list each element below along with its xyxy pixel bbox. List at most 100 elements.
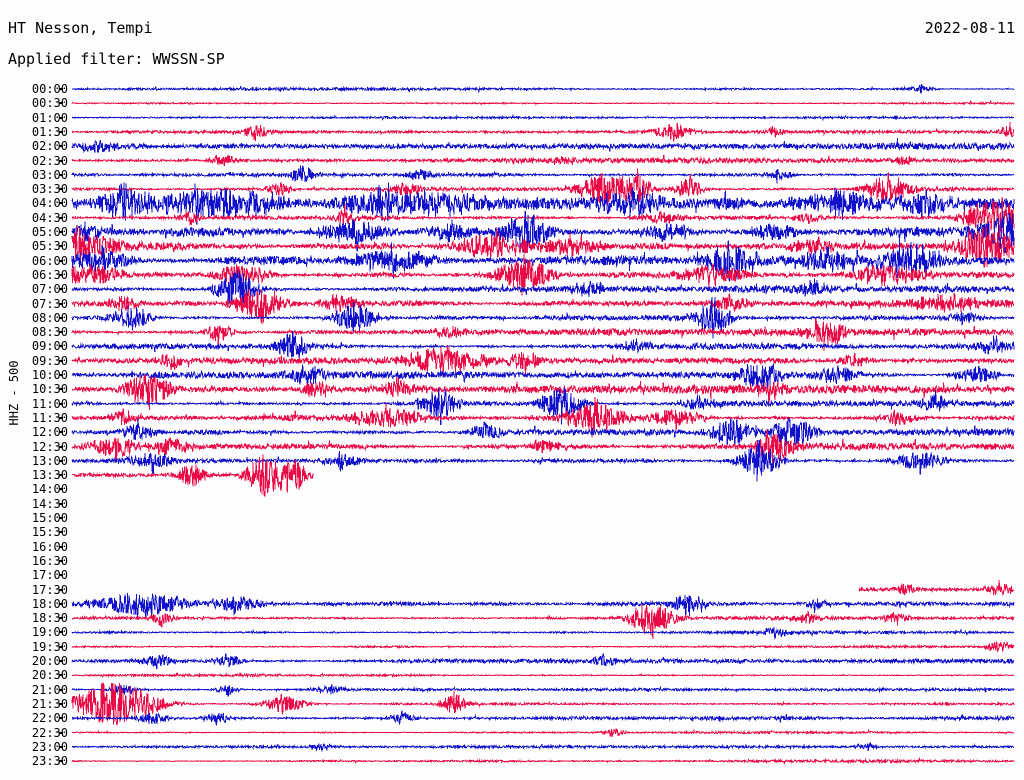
helicorder-plot: 00:00 00:30 01:00 01:30 02:00 02:30 03:00 03:30… <box>0 78 1024 778</box>
trace-08-30 <box>71 318 1015 352</box>
axis-tick <box>59 731 63 734</box>
time-label-14-00: 14:00 <box>31 482 68 497</box>
time-label-06-30: 06:30 <box>31 267 68 282</box>
trace-02-30 <box>71 154 1015 166</box>
axis-tick <box>59 559 63 562</box>
axis-tick <box>59 359 63 362</box>
axis-tick <box>59 688 63 691</box>
time-label-08-30: 08:30 <box>31 325 68 340</box>
axis-tick <box>59 231 63 233</box>
axis-tick <box>59 459 63 462</box>
axis-tick <box>59 288 63 291</box>
trace-22-30 <box>71 727 1015 737</box>
time-label-21-30: 21:30 <box>31 696 68 711</box>
axis-tick <box>59 588 63 591</box>
time-label-02-00: 02:00 <box>31 139 68 154</box>
axis-tick <box>59 145 63 148</box>
time-label-05-30: 05:30 <box>31 239 68 254</box>
axis-tick <box>59 388 63 391</box>
trace-13-00 <box>71 440 1015 482</box>
trace-03-30 <box>71 168 1015 208</box>
axis-tick <box>59 760 63 763</box>
time-label-07-30: 07:30 <box>31 296 68 311</box>
axis-tick <box>59 702 63 705</box>
axis-tick <box>59 631 63 634</box>
axis-tick <box>59 374 63 376</box>
page-title: HT Nesson, Tempi <box>8 19 153 37</box>
trace-02-00 <box>71 138 1015 154</box>
axis-tick <box>59 545 63 548</box>
axis-tick <box>59 88 63 90</box>
axis-tick <box>59 602 63 605</box>
trace-04-30 <box>71 196 1015 239</box>
time-label-10-00: 10:00 <box>31 368 68 382</box>
axis-tick <box>59 245 63 248</box>
axis-tick <box>59 273 63 276</box>
trace-18-30 <box>71 604 1015 639</box>
axis-tick <box>59 130 63 133</box>
time-label-16-00: 16:00 <box>31 539 68 554</box>
trace-07-00 <box>71 270 1015 307</box>
filter-label: Applied filter: WWSSN-SP <box>8 50 225 68</box>
time-label-11-00: 11:00 <box>31 396 68 411</box>
axis-tick <box>59 259 63 262</box>
trace-17-30 <box>858 579 1015 596</box>
time-label-05-00: 05:00 <box>31 225 68 239</box>
trace-04-00 <box>71 182 1015 225</box>
trace-12-00 <box>71 416 1015 448</box>
trace-01-00 <box>71 113 1015 122</box>
time-label-01-00: 01:00 <box>31 110 68 125</box>
axis-tick <box>59 402 63 405</box>
time-label-04-30: 04:30 <box>31 210 68 225</box>
time-label-00-00: 00:00 <box>31 82 68 96</box>
time-label-07-00: 07:00 <box>31 282 68 297</box>
trace-06-30 <box>71 254 1015 296</box>
time-label-19-00: 19:00 <box>31 625 68 640</box>
trace-19-00 <box>71 627 1015 640</box>
time-label-16-30: 16:30 <box>31 553 68 568</box>
axis-tick <box>59 488 63 491</box>
trace-21-00 <box>71 683 1015 697</box>
trace-21-30 <box>71 681 1015 726</box>
time-label-00-30: 00:30 <box>31 96 68 111</box>
axis-tick <box>59 517 63 519</box>
time-label-23-30: 23:30 <box>31 754 68 769</box>
trace-19-30 <box>71 641 1015 652</box>
time-axis-labels: 00:00 00:30 01:00 01:30 02:00 02:30 03:00 03:30… <box>0 78 68 778</box>
seismogram-traces <box>71 84 1015 765</box>
trace-11-00 <box>71 388 1015 425</box>
axis-tick <box>59 531 63 534</box>
axis-tick <box>59 474 63 477</box>
time-label-17-30: 17:30 <box>31 582 68 597</box>
trace-12-30 <box>71 429 1015 468</box>
trace-07-30 <box>71 289 1015 325</box>
time-label-21-00: 21:00 <box>31 682 68 697</box>
axis-tick <box>59 416 63 419</box>
time-label-03-00: 03:00 <box>31 167 68 182</box>
time-label-14-30: 14:30 <box>31 496 68 511</box>
axis-tick <box>59 745 63 748</box>
axis-tick <box>59 202 63 205</box>
time-label-01-30: 01:30 <box>31 124 68 139</box>
time-label-18-00: 18:00 <box>31 596 68 611</box>
time-label-12-00: 12:00 <box>31 425 68 440</box>
axis-tick <box>59 188 63 191</box>
trace-06-00 <box>71 240 1015 282</box>
time-label-17-00: 17:00 <box>31 568 68 583</box>
trace-10-30 <box>71 374 1015 410</box>
trace-09-30 <box>71 344 1015 377</box>
axis-tick <box>59 116 63 119</box>
trace-09-00 <box>71 331 1015 359</box>
trace-20-00 <box>71 653 1015 671</box>
time-label-19-30: 19:30 <box>31 639 68 654</box>
time-label-03-30: 03:30 <box>31 182 68 197</box>
trace-23-30 <box>71 756 1015 765</box>
trace-00-00 <box>71 84 1015 94</box>
trace-20-30 <box>71 672 1015 679</box>
time-label-23-00: 23:00 <box>31 739 68 754</box>
time-label-08-00: 08:00 <box>31 310 68 325</box>
axis-tick <box>59 645 63 648</box>
axis-tick <box>59 717 63 720</box>
axis-tick <box>59 302 63 305</box>
